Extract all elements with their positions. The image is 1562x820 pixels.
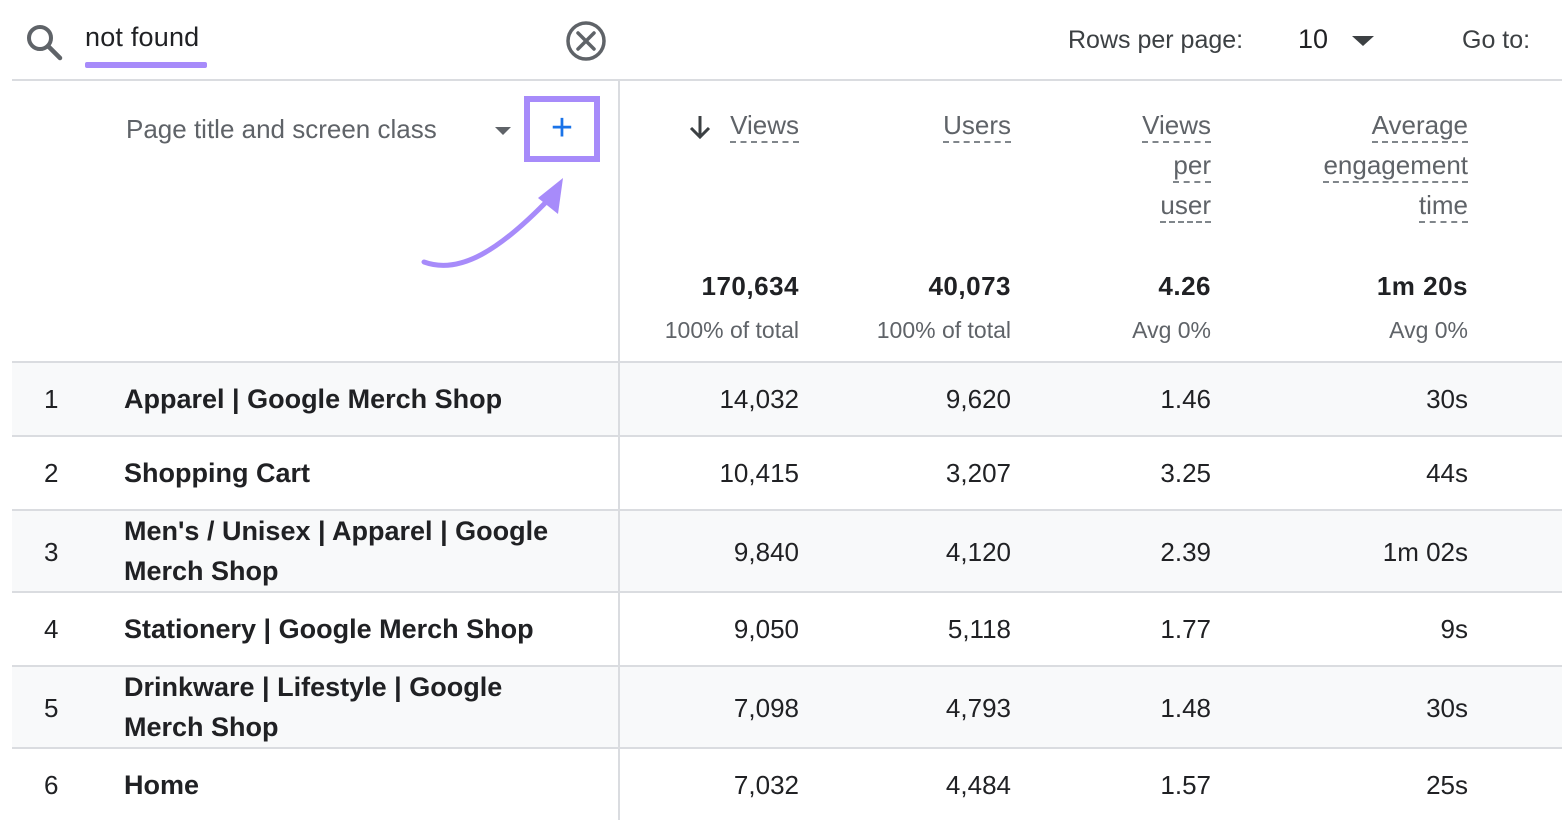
chevron-down-icon[interactable] bbox=[1352, 36, 1374, 46]
header-label: user bbox=[1160, 190, 1211, 223]
header-label: Views bbox=[730, 110, 799, 143]
total-users-subtext: 100% of total bbox=[876, 317, 1011, 343]
go-to-label: Go to: bbox=[1462, 26, 1531, 54]
cell-views-per-user: 1.57 bbox=[1160, 770, 1211, 800]
row-page-title[interactable]: Home bbox=[124, 770, 200, 800]
cell-views: 14,032 bbox=[719, 384, 799, 414]
search-highlight-underline bbox=[85, 62, 207, 68]
column-divider bbox=[618, 749, 620, 820]
search-input[interactable]: not found bbox=[85, 22, 200, 52]
row-page-title[interactable]: Men's / Unisex | Apparel | Google Merch … bbox=[124, 516, 549, 586]
total-users: 40,073 bbox=[928, 271, 1011, 301]
cell-views: 10,415 bbox=[719, 458, 799, 488]
table-row[interactable]: 3 Men's / Unisex | Apparel | Google Merc… bbox=[12, 511, 1562, 593]
row-number: 3 bbox=[44, 537, 59, 567]
cell-views-per-user: 1.48 bbox=[1160, 693, 1211, 723]
add-dimension-button[interactable]: + bbox=[524, 96, 600, 162]
cell-views: 9,840 bbox=[733, 537, 799, 567]
cell-views-per-user: 1.46 bbox=[1160, 384, 1211, 414]
total-engagement-time-subtext: Avg 0% bbox=[1389, 317, 1468, 343]
cell-users: 4,120 bbox=[945, 537, 1011, 567]
row-number: 2 bbox=[44, 458, 59, 488]
column-header-views-per-user[interactable]: Views per user bbox=[1080, 105, 1211, 225]
column-divider bbox=[618, 511, 620, 591]
total-views-per-user-subtext: Avg 0% bbox=[1132, 317, 1211, 343]
column-divider bbox=[618, 593, 620, 665]
total-engagement-time: 1m 20s bbox=[1376, 271, 1468, 301]
table-row[interactable]: 2 Shopping Cart 10,415 3,207 3.25 44s bbox=[12, 437, 1562, 511]
annotation-arrow-icon bbox=[421, 178, 563, 268]
total-views-subtext: 100% of total bbox=[664, 317, 799, 343]
dimension-dropdown-icon[interactable] bbox=[495, 127, 511, 135]
row-page-title[interactable]: Apparel | Google Merch Shop bbox=[124, 384, 503, 414]
cell-users: 9,620 bbox=[945, 384, 1011, 414]
total-views: 170,634 bbox=[701, 271, 799, 301]
header-label: per bbox=[1173, 150, 1211, 183]
cell-users: 4,484 bbox=[945, 770, 1011, 800]
table-row[interactable]: 1 Apparel | Google Merch Shop 14,032 9,6… bbox=[12, 363, 1562, 437]
cell-engagement-time: 44s bbox=[1426, 458, 1468, 488]
column-header-average-engagement-time[interactable]: Average engagement time bbox=[1280, 105, 1468, 225]
divider bbox=[12, 361, 1562, 363]
total-views-per-user: 4.26 bbox=[1158, 271, 1211, 301]
cell-views: 7,098 bbox=[733, 693, 799, 723]
cell-views-per-user: 1.77 bbox=[1160, 614, 1211, 644]
cell-engagement-time: 9s bbox=[1440, 614, 1468, 644]
cell-views-per-user: 3.25 bbox=[1160, 458, 1211, 488]
column-divider bbox=[618, 667, 620, 747]
row-page-title[interactable]: Drinkware | Lifestyle | Google Merch Sho… bbox=[124, 672, 503, 742]
clear-search-icon[interactable] bbox=[564, 19, 608, 63]
plus-icon: + bbox=[550, 106, 574, 149]
header-label: Users bbox=[943, 110, 1011, 143]
row-number: 1 bbox=[44, 384, 59, 414]
search-icon[interactable] bbox=[24, 22, 64, 62]
header-label: engagement bbox=[1323, 150, 1468, 183]
table-row[interactable]: 6 Home 7,032 4,484 1.57 25s bbox=[12, 749, 1562, 820]
column-header-views[interactable]: Views bbox=[700, 105, 799, 145]
column-divider bbox=[618, 363, 620, 435]
row-number: 5 bbox=[44, 693, 59, 723]
cell-engagement-time: 1m 02s bbox=[1382, 537, 1468, 567]
cell-users: 3,207 bbox=[945, 458, 1011, 488]
row-page-title[interactable]: Stationery | Google Merch Shop bbox=[124, 614, 534, 644]
divider bbox=[12, 79, 1562, 81]
row-page-title[interactable]: Shopping Cart bbox=[124, 458, 310, 488]
arrow-down-icon[interactable] bbox=[688, 113, 712, 141]
header-label: Average bbox=[1371, 110, 1468, 143]
dimension-selector[interactable]: Page title and screen class bbox=[126, 114, 437, 144]
table-row[interactable]: 5 Drinkware | Lifestyle | Google Merch S… bbox=[12, 667, 1562, 749]
cell-engagement-time: 25s bbox=[1426, 770, 1468, 800]
table-row[interactable]: 4 Stationery | Google Merch Shop 9,050 5… bbox=[12, 593, 1562, 667]
rows-per-page-select[interactable]: 10 bbox=[1298, 24, 1329, 54]
cell-engagement-time: 30s bbox=[1426, 693, 1468, 723]
row-number: 4 bbox=[44, 614, 59, 644]
cell-views: 7,032 bbox=[733, 770, 799, 800]
column-divider bbox=[618, 437, 620, 509]
cell-users: 5,118 bbox=[947, 614, 1011, 644]
row-number: 6 bbox=[44, 770, 59, 800]
cell-engagement-time: 30s bbox=[1426, 384, 1468, 414]
rows-per-page-label: Rows per page: bbox=[1068, 26, 1244, 54]
cell-users: 4,793 bbox=[945, 693, 1011, 723]
cell-views: 9,050 bbox=[733, 614, 799, 644]
cell-views-per-user: 2.39 bbox=[1160, 537, 1211, 567]
header-label: Views bbox=[1142, 110, 1211, 143]
column-header-users[interactable]: Users bbox=[880, 105, 1011, 145]
header-label: time bbox=[1418, 190, 1468, 223]
